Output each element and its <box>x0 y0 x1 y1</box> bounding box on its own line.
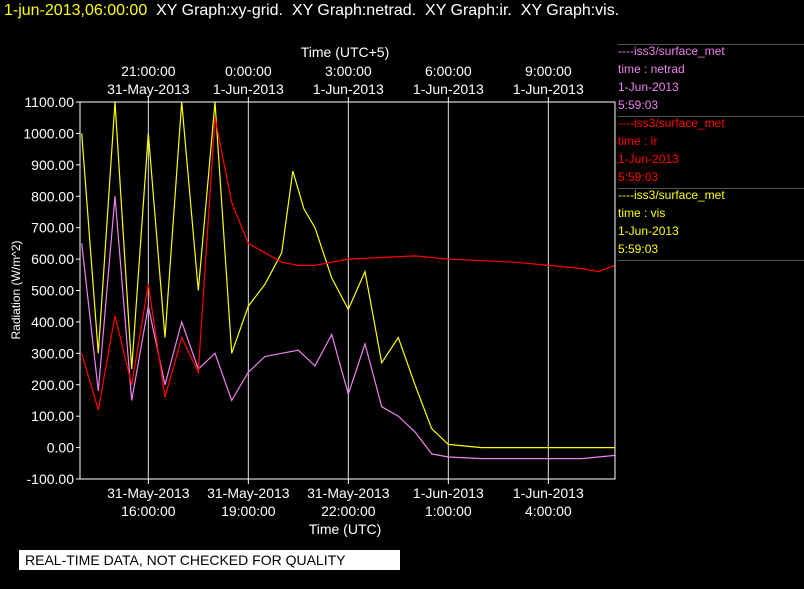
x2-tick-label-time: 0:00:00 <box>225 63 272 79</box>
x2-tick-label-date: 1-Jun-2013 <box>313 81 384 97</box>
x2-tick-label-date: 31-May-2013 <box>107 81 190 97</box>
grid-lines <box>147 102 549 479</box>
legend-time: 5:59:03 <box>618 98 659 112</box>
header-datetime: 1-jun-2013,06:00:00 <box>4 2 148 19</box>
series-lines <box>81 101 616 460</box>
x-tick-label-time: 22:00:00 <box>321 503 376 519</box>
x2-tick-label-time: 6:00:00 <box>425 63 472 79</box>
x-axis-label: Time (UTC) <box>309 521 382 537</box>
legend-entry-netrad: ----iss3/surface_met time : netrad 1-Jun… <box>618 42 804 114</box>
ir-series-line <box>81 117 616 411</box>
y-tick-label: 800.00 <box>31 188 74 204</box>
vis-series-line <box>81 101 615 449</box>
legend-separator <box>618 44 804 45</box>
y-tick-label: 300.00 <box>31 345 74 361</box>
legend-field: time : ir <box>618 134 658 148</box>
netrad-series-line <box>81 196 616 460</box>
legend-date: 1-Jun-2013 <box>618 224 679 238</box>
legend-source: ----iss3/surface_met <box>618 116 725 130</box>
x2-tick-label-time: 9:00:00 <box>525 63 572 79</box>
x2-tick-label-date: 1-Jun-2013 <box>213 81 284 97</box>
x-tick-label-time: 1:00:00 <box>425 503 472 519</box>
y-tick-label: 0.00 <box>47 440 74 456</box>
x-tick-label-time: 19:00:00 <box>221 503 276 519</box>
legend-entry-vis: ----iss3/surface_met time : vis 1-Jun-20… <box>618 186 804 258</box>
y-tick-label: 1100.00 <box>24 94 74 110</box>
x-tick-label-time: 4:00:00 <box>525 503 572 519</box>
legend-separator <box>618 188 804 189</box>
y-tick-label: 1000.00 <box>23 125 74 141</box>
y-tick-label: 500.00 <box>31 283 74 299</box>
legend-date: 1-Jun-2013 <box>618 152 679 166</box>
legend-field: time : netrad <box>618 62 685 76</box>
quality-disclaimer: REAL-TIME DATA, NOT CHECKED FOR QUALITY <box>19 550 400 570</box>
x2-tick-label-date: 1-Jun-2013 <box>513 81 584 97</box>
x-tick-label-date: 1-Jun-2013 <box>513 485 584 501</box>
y-tick-label: 200.00 <box>31 377 74 393</box>
legend-field: time : vis <box>618 206 666 220</box>
y-axis-ticks: -100.00 0.00 100.00 200.00 300.00 400.00 500.0… <box>23 94 80 487</box>
chart-header: 1-jun-2013,06:00:00 XY Graph:xy-grid. XY… <box>4 2 619 20</box>
legend-time: 5:59:03 <box>618 170 659 184</box>
header-title-vis: XY Graph:vis. <box>520 2 620 19</box>
header-title-netrad: XY Graph:netrad. <box>291 2 417 19</box>
header-title-ir: XY Graph:ir. <box>425 2 512 19</box>
y-tick-label: 100.00 <box>31 408 74 424</box>
x2-tick-label-time: 3:00:00 <box>325 63 372 79</box>
y-tick-label: 600.00 <box>31 251 74 267</box>
legend-time: 5:59:03 <box>618 242 659 256</box>
legend-separator <box>618 260 804 261</box>
x-axis-ticks: 31-May-2013 16:00:00 21:00:00 31-May-2013 31… <box>107 63 584 519</box>
y-tick-label: 700.00 <box>31 220 74 236</box>
x-tick-label-date: 31-May-2013 <box>107 485 190 501</box>
x-tick-label-date: 31-May-2013 <box>307 485 390 501</box>
x-tick-label-date: 31-May-2013 <box>207 485 290 501</box>
x2-tick-label-time: 21:00:00 <box>121 63 176 79</box>
legend-entry-ir: ----iss3/surface_met time : ir 1-Jun-201… <box>618 114 804 186</box>
y-tick-label: 400.00 <box>31 314 74 330</box>
legend-source: ----iss3/surface_met <box>618 44 725 58</box>
x-tick-label-time: 16:00:00 <box>121 503 176 519</box>
y-tick-label: 900.00 <box>31 157 74 173</box>
legend-date: 1-Jun-2013 <box>618 80 679 94</box>
x-tick-label-date: 1-Jun-2013 <box>413 485 484 501</box>
y-tick-label: -100.00 <box>27 471 75 487</box>
y-axis-label: Radiation (W/m^2) <box>9 241 23 340</box>
legend-separator <box>618 116 804 117</box>
legend-source: ----iss3/surface_met <box>618 188 725 202</box>
plot-frame <box>79 101 616 480</box>
x2-tick-label-date: 1-Jun-2013 <box>413 81 484 97</box>
x2-axis-label: Time (UTC+5) <box>301 44 390 60</box>
header-title-xy-grid: XY Graph:xy-grid. <box>156 2 283 19</box>
